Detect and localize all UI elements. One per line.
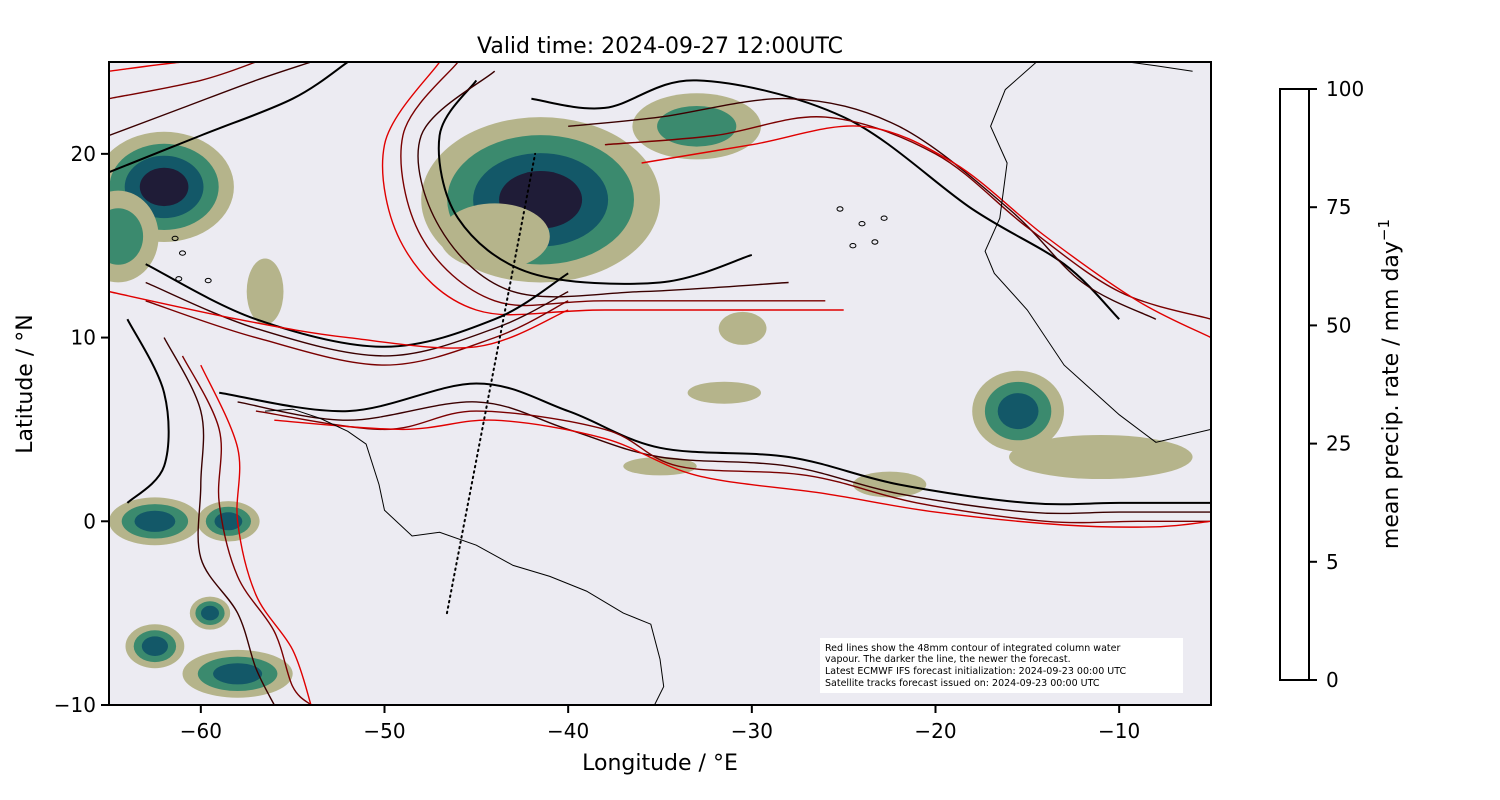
moisture-contour-line (641, 125, 1211, 339)
coastline (1128, 62, 1193, 72)
y-tick-label: 10 (71, 326, 96, 350)
annotation-line-3: Latest ECMWF IFS forecast initialization… (825, 666, 1126, 677)
precip-level-2 (109, 208, 144, 265)
precip-cell (632, 93, 761, 160)
moisture-contour-line (274, 419, 1211, 528)
y-axis-label: Latitude / °N (13, 314, 38, 453)
precip-cell (439, 203, 550, 270)
precip-cell (197, 501, 260, 542)
precip-cell (687, 381, 761, 404)
annotation-line-2: vapour. The darker the line, the newer t… (825, 654, 1071, 665)
satellite-track (445, 152, 537, 615)
precip-level-3 (997, 393, 1039, 430)
precip-level-1 (718, 311, 767, 345)
y-tick-label: −10 (54, 693, 96, 717)
plot-frame (108, 61, 1212, 706)
island-outline (171, 235, 179, 242)
precip-cell (182, 649, 293, 698)
colorbar-tick-label: 5 (1326, 550, 1339, 574)
y-axis-ticks: −10 0 10 20 (54, 142, 109, 717)
island-outline (204, 277, 212, 284)
precip-cell (109, 497, 201, 546)
moisture-contour-line (145, 300, 569, 366)
island-outline (175, 276, 183, 282)
y-tick-label: 0 (83, 509, 96, 533)
precip-cell (1009, 435, 1193, 479)
precip-cell (189, 596, 231, 630)
colorbar-tick-label: 0 (1326, 668, 1339, 692)
precip-cell (246, 258, 284, 325)
colorbar-frame (1279, 88, 1310, 681)
moisture-contour-line (181, 355, 312, 705)
precipitation-field (109, 93, 1193, 698)
precip-level-3 (141, 636, 168, 656)
colorbar-label: mean precip. rate / mm day−1 (1375, 219, 1404, 549)
precip-level-3 (134, 510, 176, 532)
moisture-contour-line (219, 382, 1211, 506)
precip-level-1 (246, 258, 284, 325)
colorbar: 0 5 25 50 75 100 (1279, 77, 1364, 692)
moisture-contour-line (145, 281, 569, 357)
x-axis-ticks: −60 −50 −40 −30 −20 −10 (180, 705, 1140, 743)
coastline (984, 62, 1211, 443)
colorbar-tick-label: 100 (1326, 77, 1364, 101)
moisture-contour-line (381, 62, 844, 316)
moisture-contour-line (200, 364, 312, 705)
precip-cell (109, 190, 159, 283)
coastline (265, 408, 665, 705)
precip-level-1 (1009, 435, 1193, 479)
moisture-contour-line (568, 97, 1157, 320)
moisture-contour-line (400, 62, 826, 307)
precip-level-3 (201, 605, 219, 621)
x-tick-label: −30 (731, 719, 773, 743)
island-outline (849, 243, 857, 249)
y-tick-label: 20 (71, 142, 96, 166)
island-outline (871, 239, 879, 245)
precip-level-1 (687, 381, 761, 404)
x-tick-label: −20 (914, 719, 956, 743)
island-outline (179, 250, 186, 256)
moisture-contour-line (417, 70, 789, 298)
x-tick-label: −60 (180, 719, 222, 743)
island-outline (858, 221, 866, 227)
colorbar-tick-label: 75 (1326, 195, 1351, 219)
moisture-contour-line (109, 290, 569, 349)
annotation-line-1: Red lines show the 48mm contour of integ… (825, 643, 1120, 654)
precip-level-3 (213, 663, 263, 685)
island-outline (836, 206, 844, 212)
satellite-track-line (445, 152, 537, 615)
moisture-contour-line (145, 263, 569, 348)
coastlines (171, 62, 1211, 705)
precip-level-4 (139, 167, 189, 207)
moisture-contour-line (126, 318, 170, 504)
precip-level-2 (657, 106, 737, 147)
island-outline (880, 215, 888, 221)
moisture-contour-line (163, 337, 275, 705)
moisture-contour-line (437, 79, 753, 285)
annotation-box: Red lines show the 48mm contour of integ… (820, 638, 1183, 693)
colorbar-tick-label: 50 (1326, 313, 1351, 337)
x-axis-label: Longitude / °E (582, 751, 738, 776)
precip-level-1 (439, 203, 550, 270)
precip-cell (623, 457, 697, 476)
precip-cell (718, 311, 767, 345)
precip-level-1 (623, 457, 697, 476)
x-tick-label: −50 (363, 719, 405, 743)
precip-cell (125, 624, 185, 669)
colorbar-tick-label: 25 (1326, 432, 1351, 456)
annotation-line-4: Satellite tracks forecast issued on: 202… (825, 678, 1100, 689)
x-tick-label: −10 (1098, 719, 1140, 743)
precip-cell (972, 370, 1064, 452)
x-tick-label: −40 (547, 719, 589, 743)
moisture-contour-line (237, 401, 1211, 515)
water-vapour-contours (109, 62, 1211, 705)
moisture-contour-line (109, 62, 257, 100)
moisture-contour-line (109, 62, 312, 137)
map-title: Valid time: 2024-09-27 12:00UTC (477, 34, 843, 59)
moisture-contour-line (109, 62, 349, 174)
moisture-contour-line (604, 116, 1211, 320)
moisture-contour-line (255, 410, 1211, 524)
